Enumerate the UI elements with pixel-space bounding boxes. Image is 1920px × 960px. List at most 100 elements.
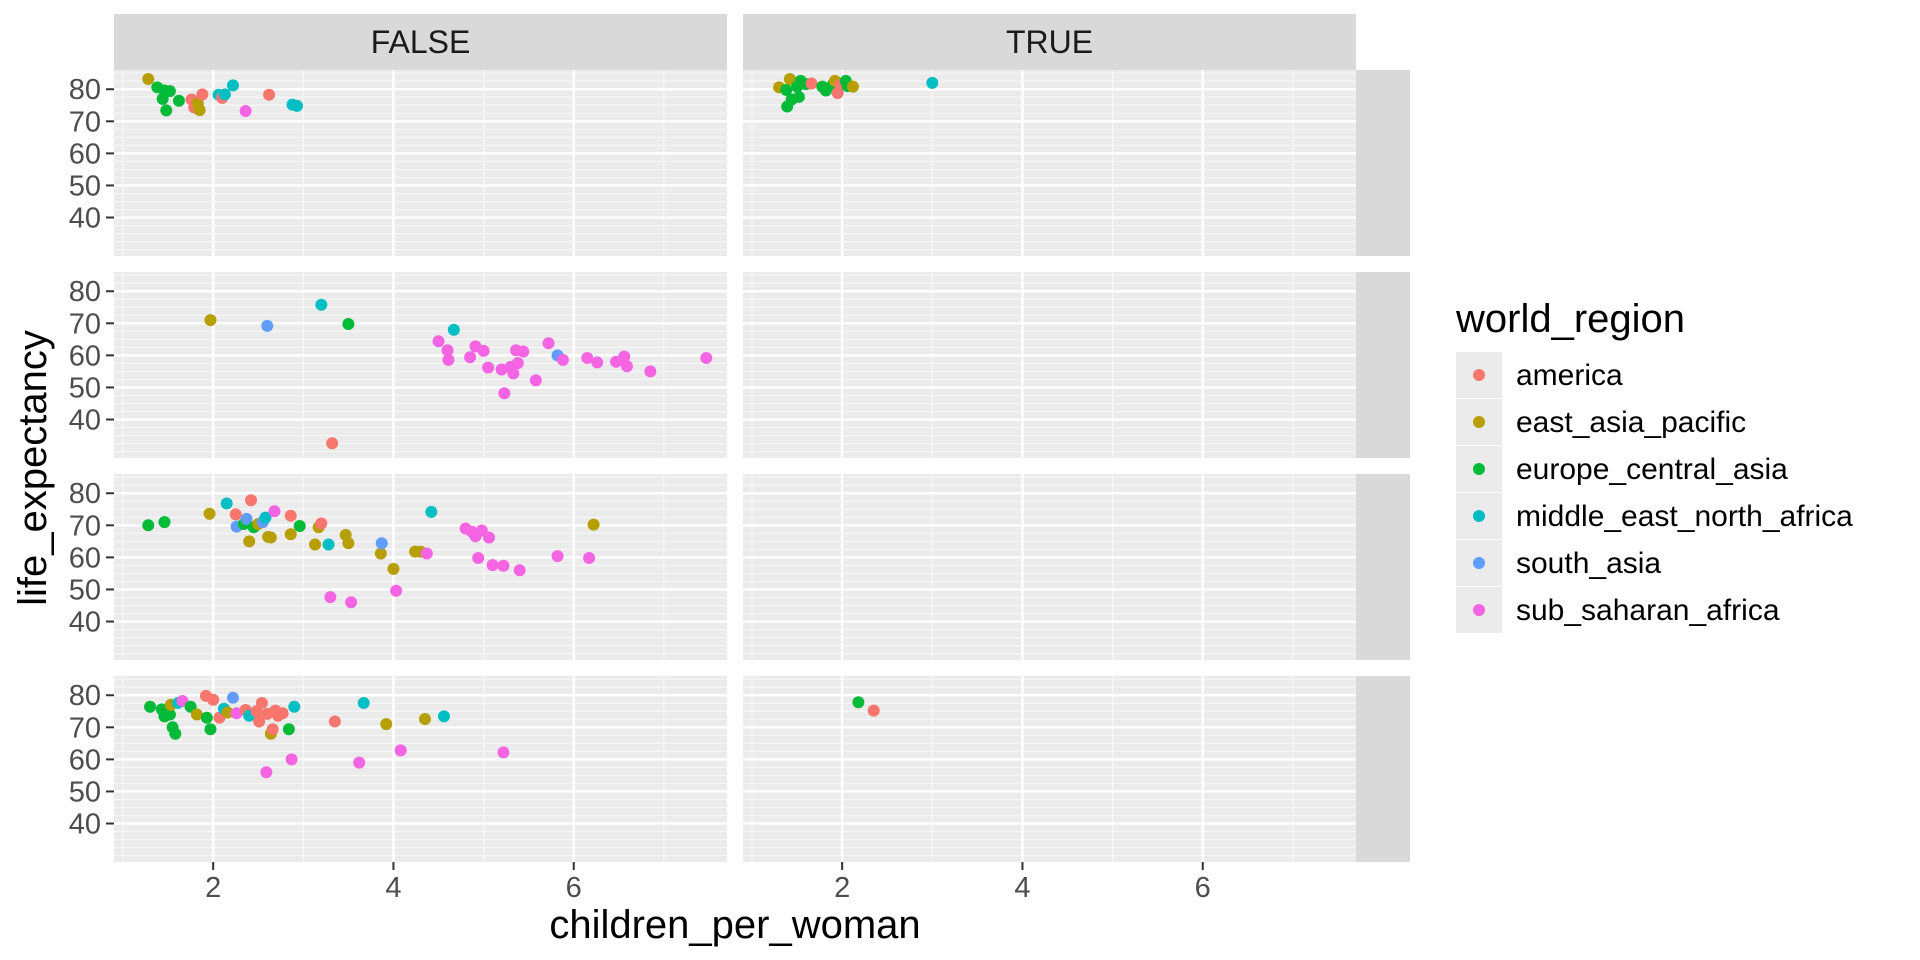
- legend-swatch: [1473, 416, 1485, 428]
- data-point-east_asia_pacific: [243, 535, 256, 548]
- data-point-sub_saharan_africa: [700, 351, 713, 364]
- data-point-east_asia_pacific: [387, 562, 400, 575]
- data-point-middle_east_north_africa: [259, 511, 272, 524]
- column-strip-label: TRUE: [1006, 24, 1093, 60]
- data-point-east_asia_pacific: [846, 80, 859, 93]
- data-point-east_asia_pacific: [419, 712, 432, 725]
- data-point-sub_saharan_africa: [239, 105, 252, 118]
- data-point-america: [196, 88, 209, 101]
- data-point-sub_saharan_africa: [420, 547, 433, 560]
- data-point-sub_saharan_africa: [285, 753, 298, 766]
- y-tick-label: 60: [69, 744, 101, 776]
- data-point-america: [263, 88, 276, 101]
- x-axis-ticks: 2 4 6 2 4 6: [205, 862, 1211, 904]
- data-point-east_asia_pacific: [264, 531, 277, 544]
- data-point-south_asia: [226, 691, 239, 704]
- data-point-middle_east_north_africa: [220, 497, 233, 510]
- data-point-europe_central_asia: [163, 85, 176, 98]
- data-point-middle_east_north_africa: [425, 505, 438, 518]
- data-point-south_asia: [261, 319, 274, 332]
- data-point-middle_east_north_africa: [447, 323, 460, 336]
- legend-title: world_region: [1455, 297, 1685, 341]
- y-tick-label: 50: [69, 776, 101, 808]
- row-strips: high_incomelow_incomer_middle_incr_middl…: [1356, 70, 1410, 862]
- data-point-middle_east_north_africa: [288, 700, 301, 713]
- y-tick-label: 70: [69, 510, 101, 542]
- data-point-europe_central_asia: [172, 94, 185, 107]
- facet-panel: [743, 272, 1356, 458]
- data-point-sub_saharan_africa: [268, 505, 281, 518]
- panel-background: [114, 676, 727, 862]
- legend-swatch: [1473, 604, 1485, 616]
- facet-panel: [743, 676, 1356, 862]
- data-point-sub_saharan_africa: [230, 707, 243, 720]
- data-point-america: [245, 494, 258, 507]
- data-point-east_asia_pacific: [342, 537, 355, 550]
- data-point-sub_saharan_africa: [581, 351, 594, 364]
- x-tick-label: 6: [566, 872, 582, 904]
- data-point-sub_saharan_africa: [551, 550, 564, 563]
- y-tick-label: 60: [69, 340, 101, 372]
- x-tick-label: 4: [385, 872, 401, 904]
- data-point-europe_central_asia: [792, 90, 805, 103]
- x-tick-label: 2: [834, 872, 850, 904]
- column-strip: [743, 14, 1356, 70]
- data-point-sub_saharan_africa: [482, 361, 495, 374]
- column-strip: [114, 14, 727, 70]
- data-points: [142, 72, 939, 779]
- data-point-sub_saharan_africa: [495, 363, 508, 376]
- y-tick-label: 50: [69, 170, 101, 202]
- data-point-east_asia_pacific: [221, 706, 234, 719]
- data-point-east_asia_pacific: [142, 72, 155, 85]
- legend-entry-label: south_asia: [1516, 547, 1661, 580]
- data-point-sub_saharan_africa: [620, 360, 633, 373]
- y-tick-label: 60: [69, 542, 101, 574]
- data-point-sub_saharan_africa: [498, 387, 511, 400]
- legend-swatch: [1473, 463, 1485, 475]
- data-point-sub_saharan_africa: [517, 345, 530, 358]
- data-point-america: [266, 723, 279, 736]
- data-point-east_asia_pacific: [190, 708, 203, 721]
- data-point-sub_saharan_africa: [591, 356, 604, 369]
- data-point-sub_saharan_africa: [497, 559, 510, 572]
- y-tick-label: 40: [69, 203, 101, 235]
- data-point-america: [326, 437, 339, 450]
- data-point-sub_saharan_africa: [618, 350, 631, 363]
- legend-swatch: [1473, 557, 1485, 569]
- data-point-sub_saharan_africa: [432, 335, 445, 348]
- y-tick-label: 40: [69, 405, 101, 437]
- data-point-east_asia_pacific: [203, 507, 216, 520]
- column-strip-label: FALSE: [371, 24, 471, 60]
- y-tick-label: 40: [69, 809, 101, 841]
- data-point-sub_saharan_africa: [464, 351, 477, 364]
- data-point-sub_saharan_africa: [486, 559, 499, 572]
- data-point-europe_central_asia: [144, 700, 157, 713]
- data-point-middle_east_north_africa: [357, 696, 370, 709]
- data-point-sub_saharan_africa: [507, 367, 520, 380]
- data-point-sub_saharan_africa: [390, 584, 403, 597]
- data-point-east_asia_pacific: [374, 547, 387, 560]
- facet-panel: [114, 474, 727, 660]
- x-axis-title: children_per_woman: [549, 903, 920, 947]
- data-point-sub_saharan_africa: [556, 353, 569, 366]
- data-point-sub_saharan_africa: [497, 746, 510, 759]
- data-point-sub_saharan_africa: [442, 353, 455, 366]
- row-strip: [1356, 272, 1410, 458]
- x-tick-label: 2: [205, 872, 221, 904]
- y-tick-label: 70: [69, 106, 101, 138]
- data-point-europe_central_asia: [163, 708, 176, 721]
- data-point-middle_east_north_africa: [218, 88, 231, 101]
- legend-entry-label: europe_central_asia: [1516, 453, 1788, 486]
- legend-entry-label: sub_saharan_africa: [1516, 594, 1780, 627]
- row-strip: [1356, 70, 1410, 256]
- data-point-europe_central_asia: [293, 519, 306, 532]
- facet-panel: [743, 474, 1356, 660]
- data-point-middle_east_north_africa: [322, 538, 335, 551]
- data-point-america: [229, 508, 242, 521]
- data-point-sub_saharan_africa: [472, 552, 485, 565]
- data-point-america: [284, 509, 297, 522]
- data-point-middle_east_north_africa: [437, 710, 450, 723]
- data-point-east_asia_pacific: [309, 538, 322, 551]
